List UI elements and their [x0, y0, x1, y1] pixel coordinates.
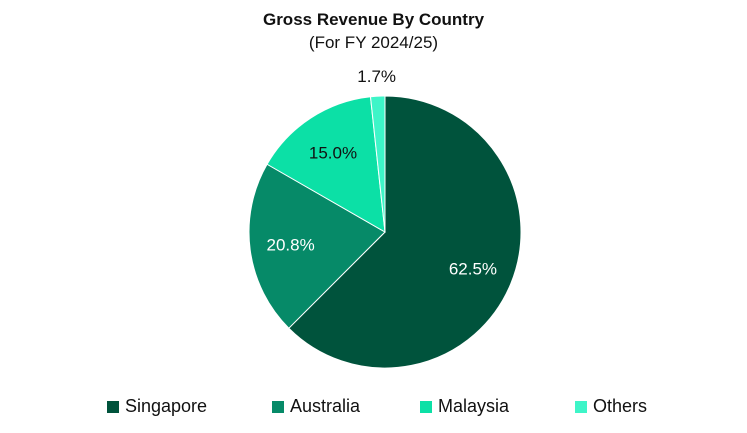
data-label-australia: 20.8%	[267, 236, 315, 255]
legend-label: Others	[593, 396, 648, 416]
legend-label: Malaysia	[438, 396, 510, 416]
legend-swatch	[420, 400, 432, 413]
legend-swatch	[107, 400, 119, 413]
legend-item-malaysia: Malaysia	[420, 396, 509, 417]
legend-item-singapore: Singapore	[107, 396, 207, 417]
chart-title: Gross Revenue By Country	[262, 10, 485, 29]
pie-slice-others	[369, 95, 386, 233]
data-label-malaysia: 15.0%	[309, 143, 357, 162]
legend-item-others: Others	[575, 396, 647, 417]
legend-label: Singapore	[125, 396, 208, 416]
legend-swatch	[575, 400, 587, 413]
pie-slice-malaysia	[266, 96, 386, 233]
legend-swatch	[272, 400, 284, 413]
data-label-others: 1.7%	[357, 67, 396, 86]
chart-subtitle: (For FY 2024/25)	[308, 33, 439, 52]
legend-item-australia: Australia	[272, 396, 360, 417]
legend-label: Australia	[290, 396, 361, 416]
pie-slice-singapore	[288, 95, 522, 369]
pie-slice-australia	[248, 163, 386, 329]
data-label-singapore: 62.5%	[449, 259, 497, 278]
